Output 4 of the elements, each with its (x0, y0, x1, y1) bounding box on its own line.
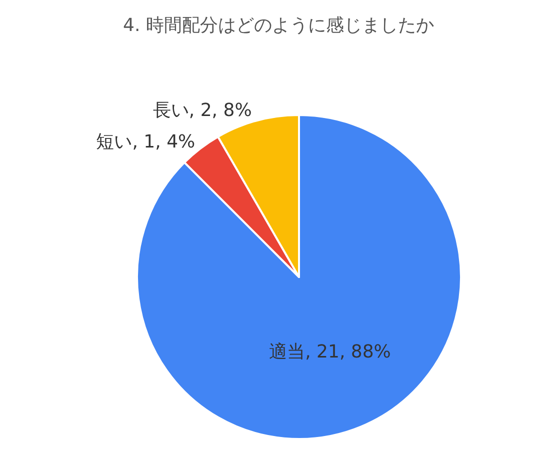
slice-label: 短い, 1, 4% (96, 131, 196, 152)
chart-title: 4. 時間配分はどのように感じましたか (123, 14, 434, 36)
slice-label: 適当, 21, 88% (269, 341, 391, 362)
slice-label: 長い, 2, 8% (152, 100, 252, 122)
